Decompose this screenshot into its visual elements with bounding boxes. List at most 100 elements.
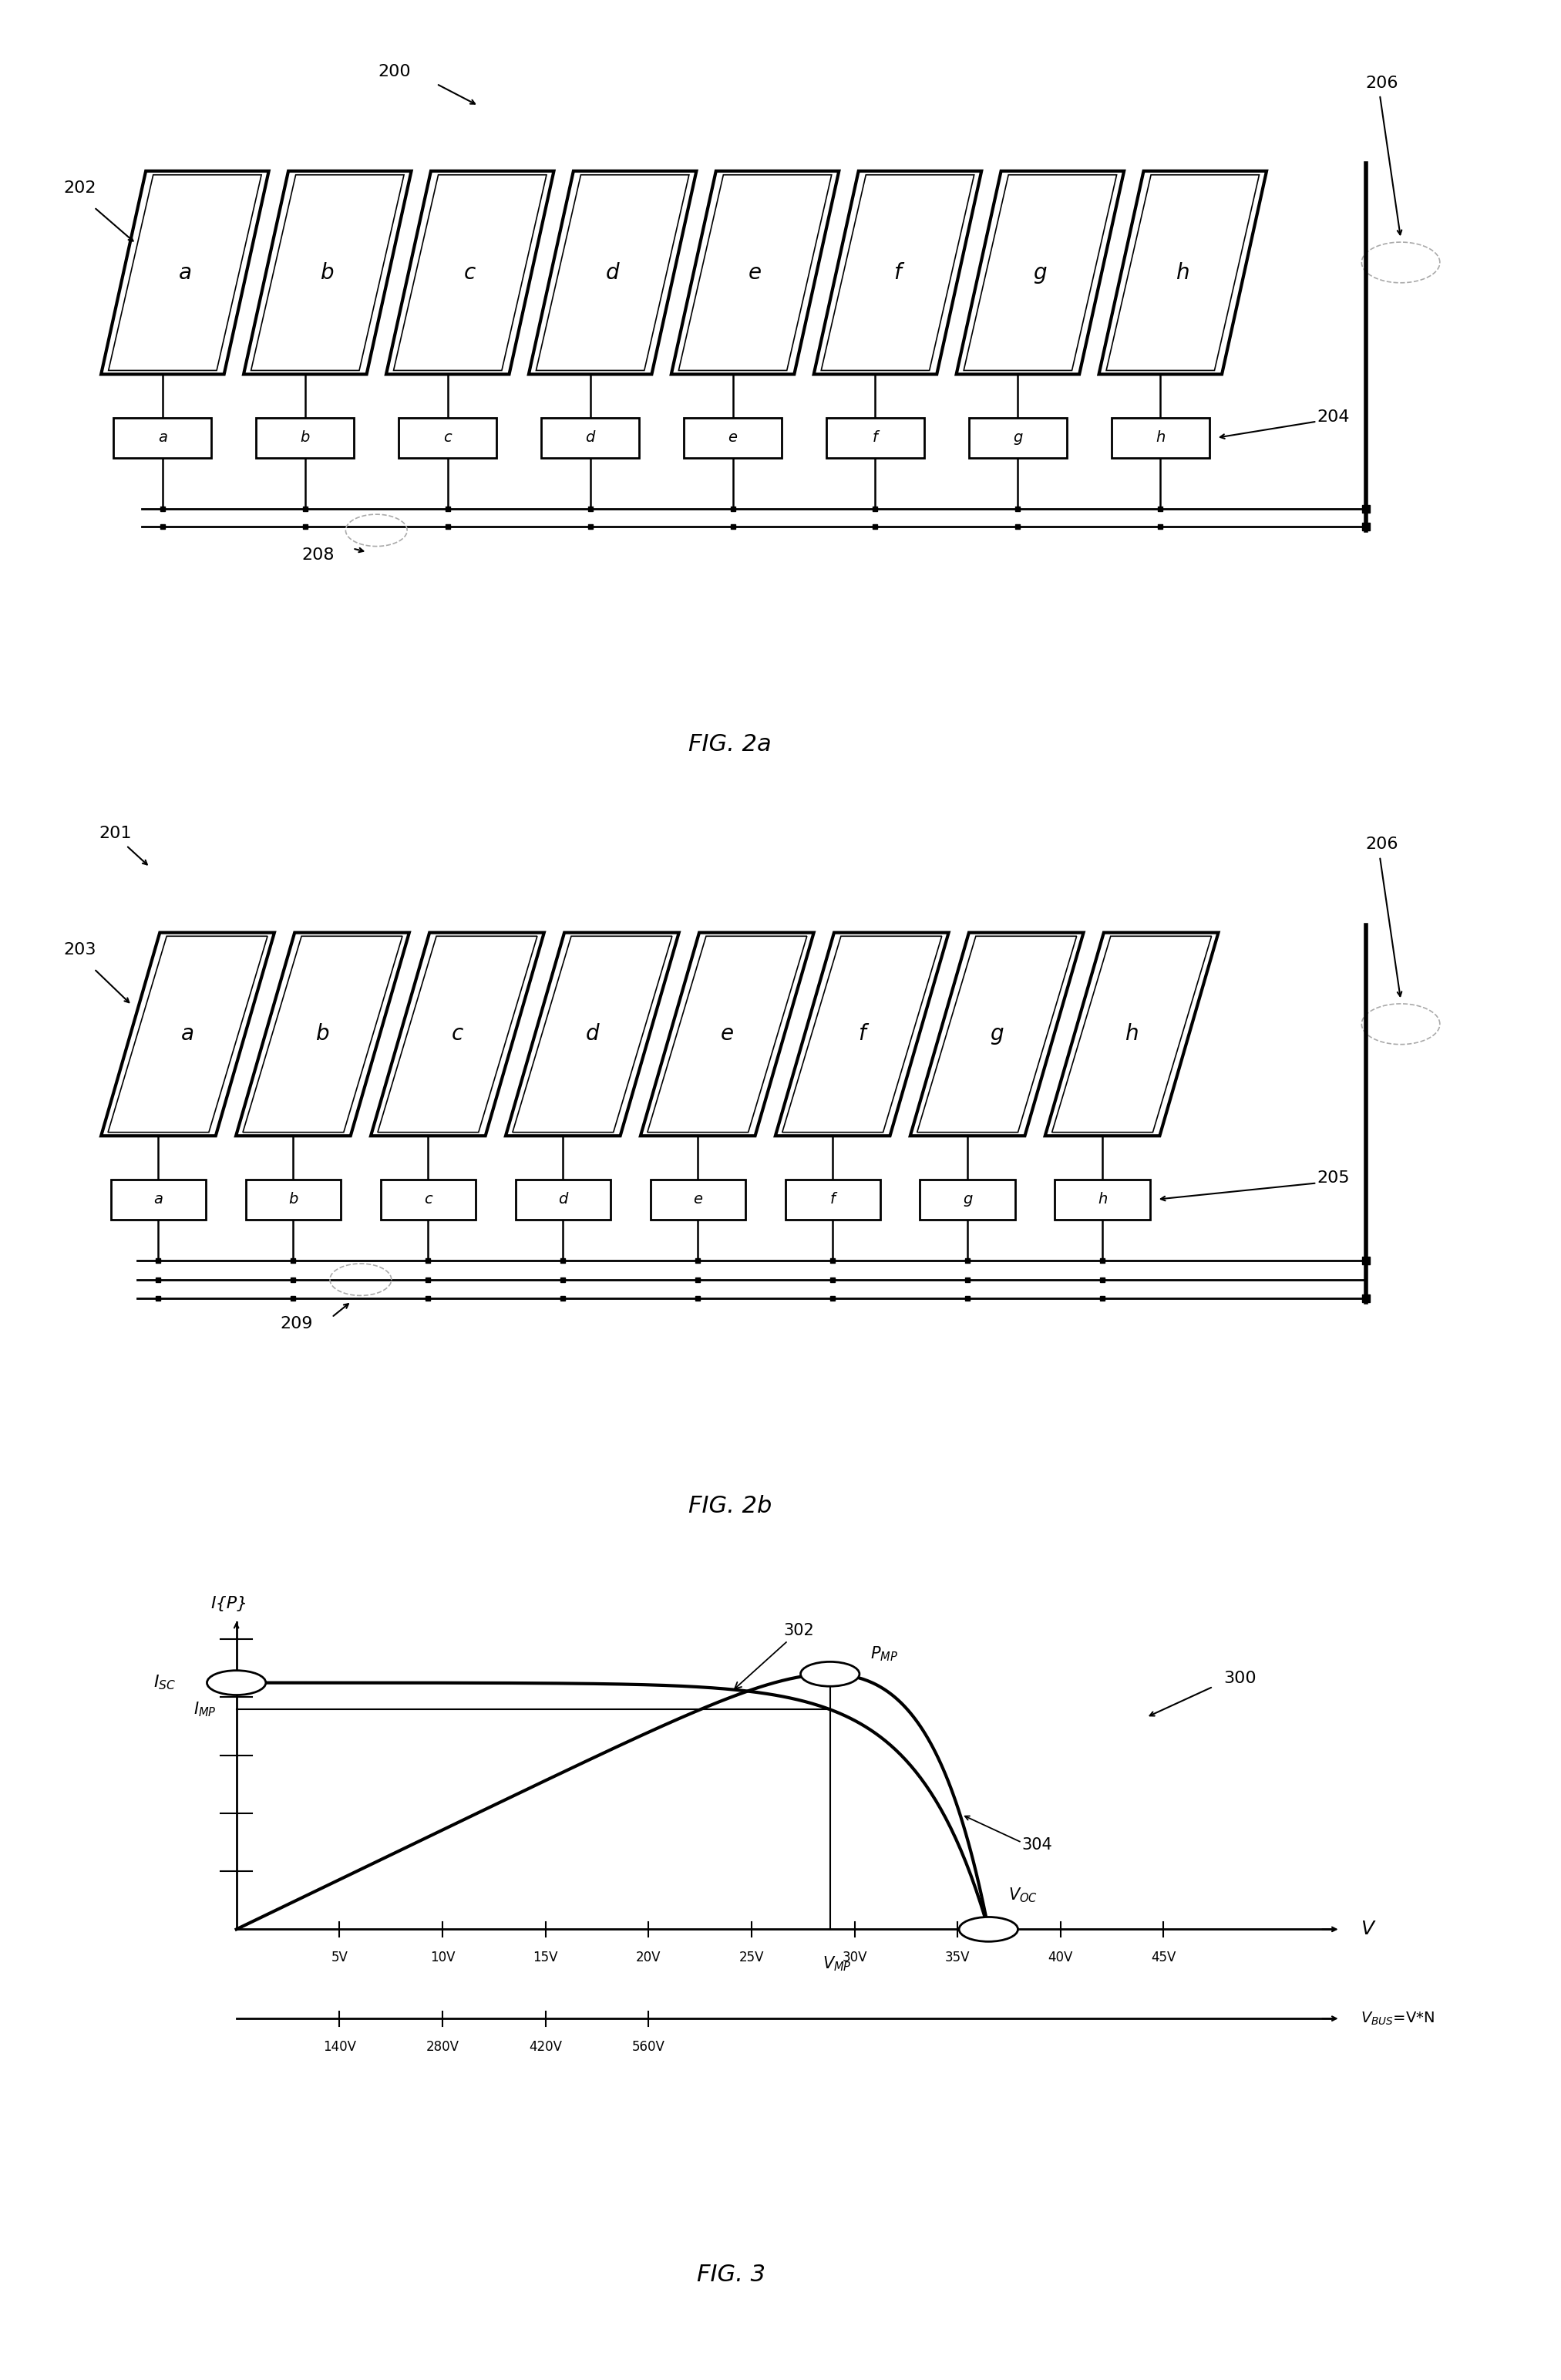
Polygon shape: [244, 171, 412, 374]
Polygon shape: [918, 935, 1077, 1133]
Text: $I_{SC}$: $I_{SC}$: [153, 1673, 176, 1692]
Text: d: d: [585, 1023, 599, 1045]
Text: b: b: [300, 431, 311, 445]
Text: 209: 209: [281, 1316, 314, 1330]
Text: c: c: [425, 1192, 432, 1207]
Polygon shape: [1099, 171, 1266, 374]
Text: FIG. 2b: FIG. 2b: [688, 1495, 771, 1516]
Text: f: f: [873, 431, 877, 445]
Bar: [515, 1180, 610, 1219]
Text: 200: 200: [378, 64, 411, 79]
Text: 204: 204: [1317, 409, 1350, 424]
Text: g: g: [1033, 262, 1047, 283]
Circle shape: [958, 1916, 1018, 1942]
Polygon shape: [529, 171, 696, 374]
Bar: [651, 1180, 745, 1219]
Text: b: b: [315, 1023, 329, 1045]
Text: c: c: [451, 1023, 464, 1045]
Circle shape: [801, 1661, 860, 1687]
Polygon shape: [386, 171, 554, 374]
Polygon shape: [378, 935, 537, 1133]
Polygon shape: [244, 935, 403, 1133]
Text: d: d: [585, 431, 595, 445]
Text: 25V: 25V: [738, 1952, 763, 1963]
Text: 203: 203: [64, 942, 97, 957]
Polygon shape: [108, 935, 267, 1133]
Text: e: e: [727, 431, 737, 445]
Polygon shape: [372, 933, 545, 1135]
Polygon shape: [963, 174, 1116, 371]
Polygon shape: [679, 174, 832, 371]
Bar: [256, 419, 354, 457]
Text: e: e: [721, 1023, 734, 1045]
Text: c: c: [464, 262, 476, 283]
Text: 302: 302: [735, 1623, 815, 1690]
Text: b: b: [289, 1192, 298, 1207]
Polygon shape: [821, 174, 974, 371]
Bar: [398, 419, 496, 457]
Polygon shape: [393, 174, 546, 371]
Bar: [111, 1180, 206, 1219]
Bar: [684, 419, 782, 457]
Text: h: h: [1155, 431, 1165, 445]
Polygon shape: [648, 935, 807, 1133]
Bar: [381, 1180, 476, 1219]
Polygon shape: [910, 933, 1083, 1135]
Polygon shape: [782, 935, 941, 1133]
Polygon shape: [108, 174, 261, 371]
Text: 280V: 280V: [426, 2040, 459, 2054]
Bar: [114, 419, 211, 457]
Text: d: d: [559, 1192, 568, 1207]
Text: h: h: [1097, 1192, 1107, 1207]
Bar: [1055, 1180, 1150, 1219]
Text: I{P}: I{P}: [211, 1597, 248, 1611]
Text: f: f: [859, 1023, 866, 1045]
Text: 560V: 560V: [632, 2040, 665, 2054]
Polygon shape: [1052, 935, 1211, 1133]
Text: 45V: 45V: [1150, 1952, 1175, 1963]
Text: f: f: [894, 262, 901, 283]
Text: 420V: 420V: [529, 2040, 562, 2054]
Text: 35V: 35V: [944, 1952, 969, 1963]
Polygon shape: [506, 933, 679, 1135]
Text: e: e: [749, 262, 762, 283]
Text: $P_{MP}$: $P_{MP}$: [869, 1645, 898, 1664]
Text: 30V: 30V: [841, 1952, 866, 1963]
Polygon shape: [1107, 174, 1260, 371]
Text: 206: 206: [1366, 76, 1399, 90]
Bar: [826, 419, 924, 457]
Polygon shape: [640, 933, 813, 1135]
Text: $V_{BUS}$=V*N: $V_{BUS}$=V*N: [1360, 2011, 1435, 2028]
Text: 10V: 10V: [429, 1952, 454, 1963]
Text: b: b: [320, 262, 334, 283]
Text: 5V: 5V: [331, 1952, 348, 1963]
Text: 20V: 20V: [635, 1952, 660, 1963]
Bar: [542, 419, 638, 457]
Polygon shape: [671, 171, 838, 374]
Polygon shape: [535, 174, 688, 371]
Text: $V_{OC}$: $V_{OC}$: [1008, 1885, 1038, 1904]
Polygon shape: [251, 174, 404, 371]
Text: g: g: [990, 1023, 1004, 1045]
Text: c: c: [443, 431, 451, 445]
Text: d: d: [606, 262, 620, 283]
Text: 40V: 40V: [1047, 1952, 1072, 1963]
Polygon shape: [236, 933, 409, 1135]
Circle shape: [208, 1671, 265, 1695]
Text: 304: 304: [1022, 1837, 1052, 1854]
Polygon shape: [512, 935, 673, 1133]
Polygon shape: [957, 171, 1124, 374]
Text: h: h: [1175, 262, 1189, 283]
Text: a: a: [181, 1023, 194, 1045]
Text: 201: 201: [98, 826, 131, 840]
Bar: [785, 1180, 880, 1219]
Text: 15V: 15V: [532, 1952, 557, 1963]
Polygon shape: [1044, 933, 1219, 1135]
Bar: [919, 1180, 1015, 1219]
Text: 300: 300: [1224, 1671, 1257, 1685]
Text: V: V: [1360, 1921, 1374, 1940]
Text: 140V: 140V: [323, 2040, 356, 2054]
Text: h: h: [1125, 1023, 1138, 1045]
Polygon shape: [101, 171, 268, 374]
Polygon shape: [776, 933, 949, 1135]
